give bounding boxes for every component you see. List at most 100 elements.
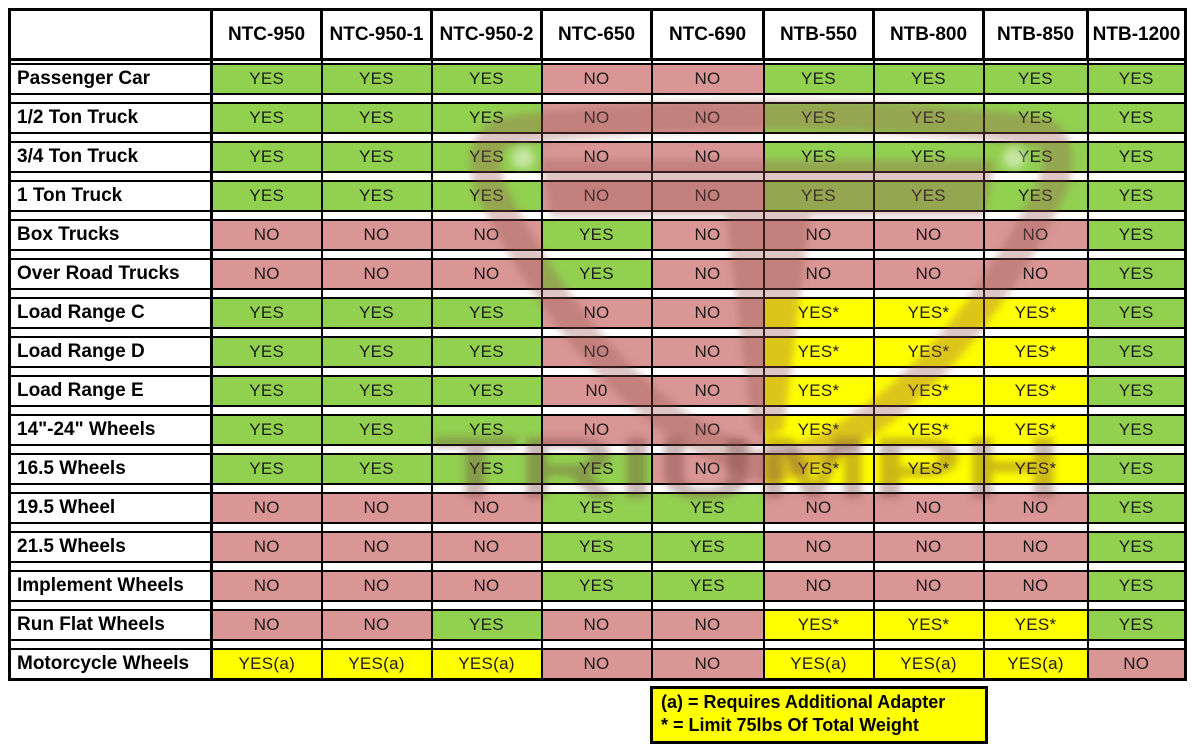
spacer-cell — [650, 366, 765, 377]
value-cell: YES — [210, 453, 323, 485]
value-cell: NO — [762, 492, 875, 524]
spacer-cell — [430, 93, 543, 104]
spacer-row — [8, 561, 1187, 572]
value-cell: YES* — [872, 336, 985, 368]
value-cell: NO — [982, 492, 1089, 524]
table-row: Passenger Car YES YES YES NO NO YES YES YES YES — [8, 63, 1187, 95]
spacer-cell — [762, 522, 875, 533]
spacer-cell — [210, 366, 323, 377]
spacer-cell — [650, 522, 765, 533]
value-cell: YES* — [762, 414, 875, 446]
header-row: NTC-950 NTC-950-1 NTC-950-2 NTC-650 NTC-690 N… — [8, 8, 1187, 61]
value-cell: NO — [650, 297, 765, 329]
row-label: Motorcycle Wheels — [8, 648, 213, 681]
table-row: Load Range D YES YES YES NO NO YES* YES* YES* YES — [8, 336, 1187, 368]
value-cell: NO — [430, 258, 543, 290]
value-cell: YES — [320, 453, 433, 485]
spacer-cell — [210, 288, 323, 299]
spacer-cell — [430, 210, 543, 221]
spacer-cell — [762, 405, 875, 416]
spacer-row — [8, 288, 1187, 299]
value-cell: YES — [1086, 492, 1187, 524]
table-row: Run Flat Wheels NO NO YES NO NO YES* YES* YES* YE… — [8, 609, 1187, 641]
spacer-cell — [320, 171, 433, 182]
spacer-cell — [982, 210, 1089, 221]
value-cell: YES — [210, 180, 323, 212]
spacer-cell — [872, 93, 985, 104]
value-cell: NO — [210, 492, 323, 524]
value-cell: YES — [320, 297, 433, 329]
spacer-cell — [8, 600, 213, 611]
spacer-cell — [650, 210, 765, 221]
spacer-cell — [1086, 483, 1187, 494]
spacer-cell — [320, 93, 433, 104]
spacer-cell — [762, 483, 875, 494]
spacer-cell — [1086, 171, 1187, 182]
table-row: Load Range E YES YES YES N0 NO YES* YES* YES* YES — [8, 375, 1187, 407]
spacer-cell — [540, 93, 653, 104]
spacer-cell — [1086, 600, 1187, 611]
spacer-cell — [982, 561, 1089, 572]
value-cell: YES* — [982, 414, 1089, 446]
value-cell: YES — [1086, 219, 1187, 251]
value-cell: NO — [872, 258, 985, 290]
value-cell: NO — [540, 609, 653, 641]
value-cell: YES* — [762, 375, 875, 407]
value-cell: NO — [540, 336, 653, 368]
spacer-cell — [762, 561, 875, 572]
spacer-cell — [650, 171, 765, 182]
value-cell: YES — [540, 219, 653, 251]
spacer-cell — [650, 561, 765, 572]
spacer-cell — [650, 327, 765, 338]
value-cell: YES — [762, 180, 875, 212]
spacer-cell — [430, 483, 543, 494]
spacer-cell — [8, 288, 213, 299]
spacer-cell — [540, 249, 653, 260]
spacer-cell — [210, 132, 323, 143]
spacer-row — [8, 405, 1187, 416]
table-row: 1 Ton Truck YES YES YES NO NO YES YES YES YES — [8, 180, 1187, 212]
value-cell: NO — [320, 570, 433, 602]
spacer-cell — [320, 483, 433, 494]
spacer-cell — [762, 327, 875, 338]
value-cell: YES — [872, 63, 985, 95]
spacer-cell — [1086, 288, 1187, 299]
spacer-cell — [872, 405, 985, 416]
value-cell: YES — [430, 414, 543, 446]
spacer-cell — [982, 600, 1089, 611]
value-cell: NO — [540, 414, 653, 446]
value-cell: NO — [1086, 648, 1187, 681]
spacer-cell — [320, 366, 433, 377]
row-label: Run Flat Wheels — [8, 609, 213, 641]
table-row: Over Road Trucks NO NO NO YES NO NO NO NO YES — [8, 258, 1187, 290]
row-label: Box Trucks — [8, 219, 213, 251]
value-cell: YES — [430, 453, 543, 485]
value-cell: YES — [1086, 375, 1187, 407]
spacer-cell — [872, 600, 985, 611]
value-cell: YES — [430, 609, 543, 641]
spacer-cell — [540, 171, 653, 182]
spacer-cell — [210, 444, 323, 455]
value-cell: N0 — [540, 375, 653, 407]
column-header-ntc-950-2: NTC-950-2 — [430, 8, 543, 61]
row-label: 1 Ton Truck — [8, 180, 213, 212]
spacer-cell — [430, 132, 543, 143]
value-cell: YES — [320, 180, 433, 212]
spacer-cell — [430, 171, 543, 182]
value-cell: YES — [320, 414, 433, 446]
spacer-cell — [762, 444, 875, 455]
value-cell: YES — [540, 531, 653, 563]
spacer-cell — [540, 600, 653, 611]
spacer-cell — [1086, 210, 1187, 221]
table-row: 19.5 Wheel NO NO NO YES YES NO NO NO YES — [8, 492, 1187, 524]
spacer-cell — [320, 288, 433, 299]
row-label: 3/4 Ton Truck — [8, 141, 213, 173]
value-cell: YES — [1086, 609, 1187, 641]
row-label: Load Range C — [8, 297, 213, 329]
value-cell: YES — [762, 102, 875, 134]
table-row: Box Trucks NO NO NO YES NO NO NO NO YES — [8, 219, 1187, 251]
value-cell: NO — [650, 63, 765, 95]
value-cell: NO — [430, 219, 543, 251]
spacer-cell — [982, 639, 1089, 650]
